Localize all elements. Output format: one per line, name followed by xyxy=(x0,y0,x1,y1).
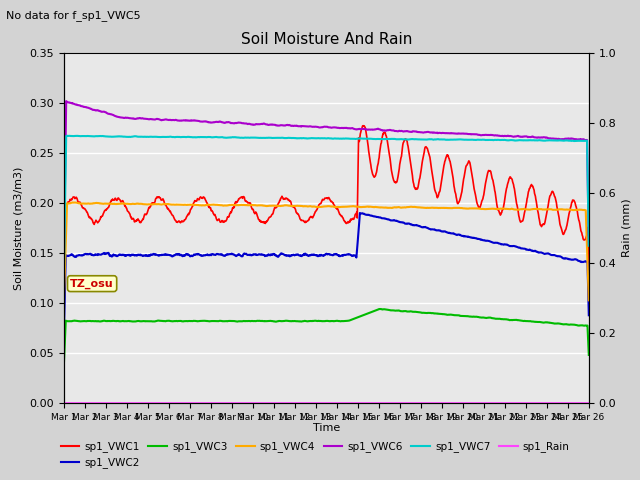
sp1_VWC4 xyxy=(68,200,76,205)
sp1_VWC6 xyxy=(149,117,157,122)
sp1_VWC6 xyxy=(130,116,138,121)
sp1_VWC3 xyxy=(237,318,244,324)
sp1_VWC6 xyxy=(62,98,70,104)
sp1_VWC2 xyxy=(130,252,138,258)
sp1_VWC6 xyxy=(348,125,355,131)
sp1_VWC2 xyxy=(60,326,68,332)
sp1_VWC4 xyxy=(60,294,68,300)
sp1_VWC7 xyxy=(149,134,157,140)
sp1_Rain xyxy=(237,400,244,406)
sp1_VWC3 xyxy=(336,318,344,324)
sp1_VWC3 xyxy=(130,319,138,324)
sp1_VWC4 xyxy=(337,204,344,210)
sp1_VWC2 xyxy=(288,253,296,259)
Line: sp1_VWC2: sp1_VWC2 xyxy=(64,213,589,329)
sp1_VWC7 xyxy=(60,267,68,273)
sp1_VWC7 xyxy=(585,243,593,249)
sp1_VWC2 xyxy=(148,252,156,258)
Y-axis label: Rain (mm): Rain (mm) xyxy=(622,199,632,257)
sp1_VWC2 xyxy=(585,312,593,318)
sp1_VWC6 xyxy=(585,242,593,248)
sp1_VWC4 xyxy=(130,201,138,207)
Line: sp1_VWC3: sp1_VWC3 xyxy=(64,309,589,362)
sp1_VWC7 xyxy=(237,135,245,141)
sp1_Rain xyxy=(585,400,593,406)
Title: Soil Moisture And Rain: Soil Moisture And Rain xyxy=(241,33,412,48)
sp1_Rain xyxy=(130,400,138,406)
sp1_VWC3 xyxy=(60,359,68,365)
sp1_VWC4 xyxy=(288,203,296,209)
Line: sp1_VWC6: sp1_VWC6 xyxy=(64,101,589,252)
sp1_VWC1 xyxy=(288,203,296,208)
sp1_VWC6 xyxy=(237,120,245,126)
sp1_VWC2 xyxy=(237,253,244,259)
sp1_Rain xyxy=(336,400,344,406)
Text: TZ_osu: TZ_osu xyxy=(70,278,114,289)
sp1_VWC2 xyxy=(336,253,344,259)
sp1_VWC3 xyxy=(585,352,593,358)
Y-axis label: Soil Moisture (m3/m3): Soil Moisture (m3/m3) xyxy=(14,166,24,290)
sp1_VWC7 xyxy=(348,136,355,142)
sp1_VWC1 xyxy=(336,212,344,217)
sp1_Rain xyxy=(288,400,296,406)
Legend: sp1_VWC1, sp1_VWC2, sp1_VWC3, sp1_VWC4, sp1_VWC6, sp1_VWC7, sp1_Rain: sp1_VWC1, sp1_VWC2, sp1_VWC3, sp1_VWC4, … xyxy=(56,437,574,472)
X-axis label: Time: Time xyxy=(313,423,340,433)
sp1_VWC3 xyxy=(347,317,355,323)
sp1_VWC2 xyxy=(356,210,364,216)
sp1_VWC7 xyxy=(337,136,344,142)
sp1_VWC1 xyxy=(148,200,156,206)
sp1_VWC1 xyxy=(359,123,367,129)
sp1_VWC2 xyxy=(347,252,355,258)
sp1_VWC7 xyxy=(63,133,71,139)
sp1_VWC1 xyxy=(347,216,355,222)
sp1_VWC7 xyxy=(288,135,296,141)
sp1_VWC1 xyxy=(585,267,593,273)
sp1_VWC1 xyxy=(130,216,138,222)
sp1_VWC4 xyxy=(237,202,245,208)
sp1_VWC1 xyxy=(237,194,244,200)
sp1_VWC3 xyxy=(148,319,156,324)
sp1_VWC6 xyxy=(337,125,344,131)
Line: sp1_VWC4: sp1_VWC4 xyxy=(64,203,589,300)
sp1_VWC7 xyxy=(130,133,138,139)
sp1_Rain xyxy=(60,400,68,406)
sp1_VWC6 xyxy=(288,123,296,129)
sp1_VWC3 xyxy=(288,318,296,324)
sp1_Rain xyxy=(148,400,156,406)
sp1_VWC4 xyxy=(149,202,157,207)
Line: sp1_VWC1: sp1_VWC1 xyxy=(64,126,589,306)
sp1_VWC4 xyxy=(348,204,355,209)
sp1_VWC1 xyxy=(60,303,68,309)
sp1_VWC6 xyxy=(60,249,68,255)
sp1_VWC3 xyxy=(376,306,384,312)
sp1_VWC4 xyxy=(585,298,593,303)
sp1_Rain xyxy=(347,400,355,406)
Line: sp1_VWC7: sp1_VWC7 xyxy=(64,136,589,270)
Text: No data for f_sp1_VWC5: No data for f_sp1_VWC5 xyxy=(6,10,141,21)
